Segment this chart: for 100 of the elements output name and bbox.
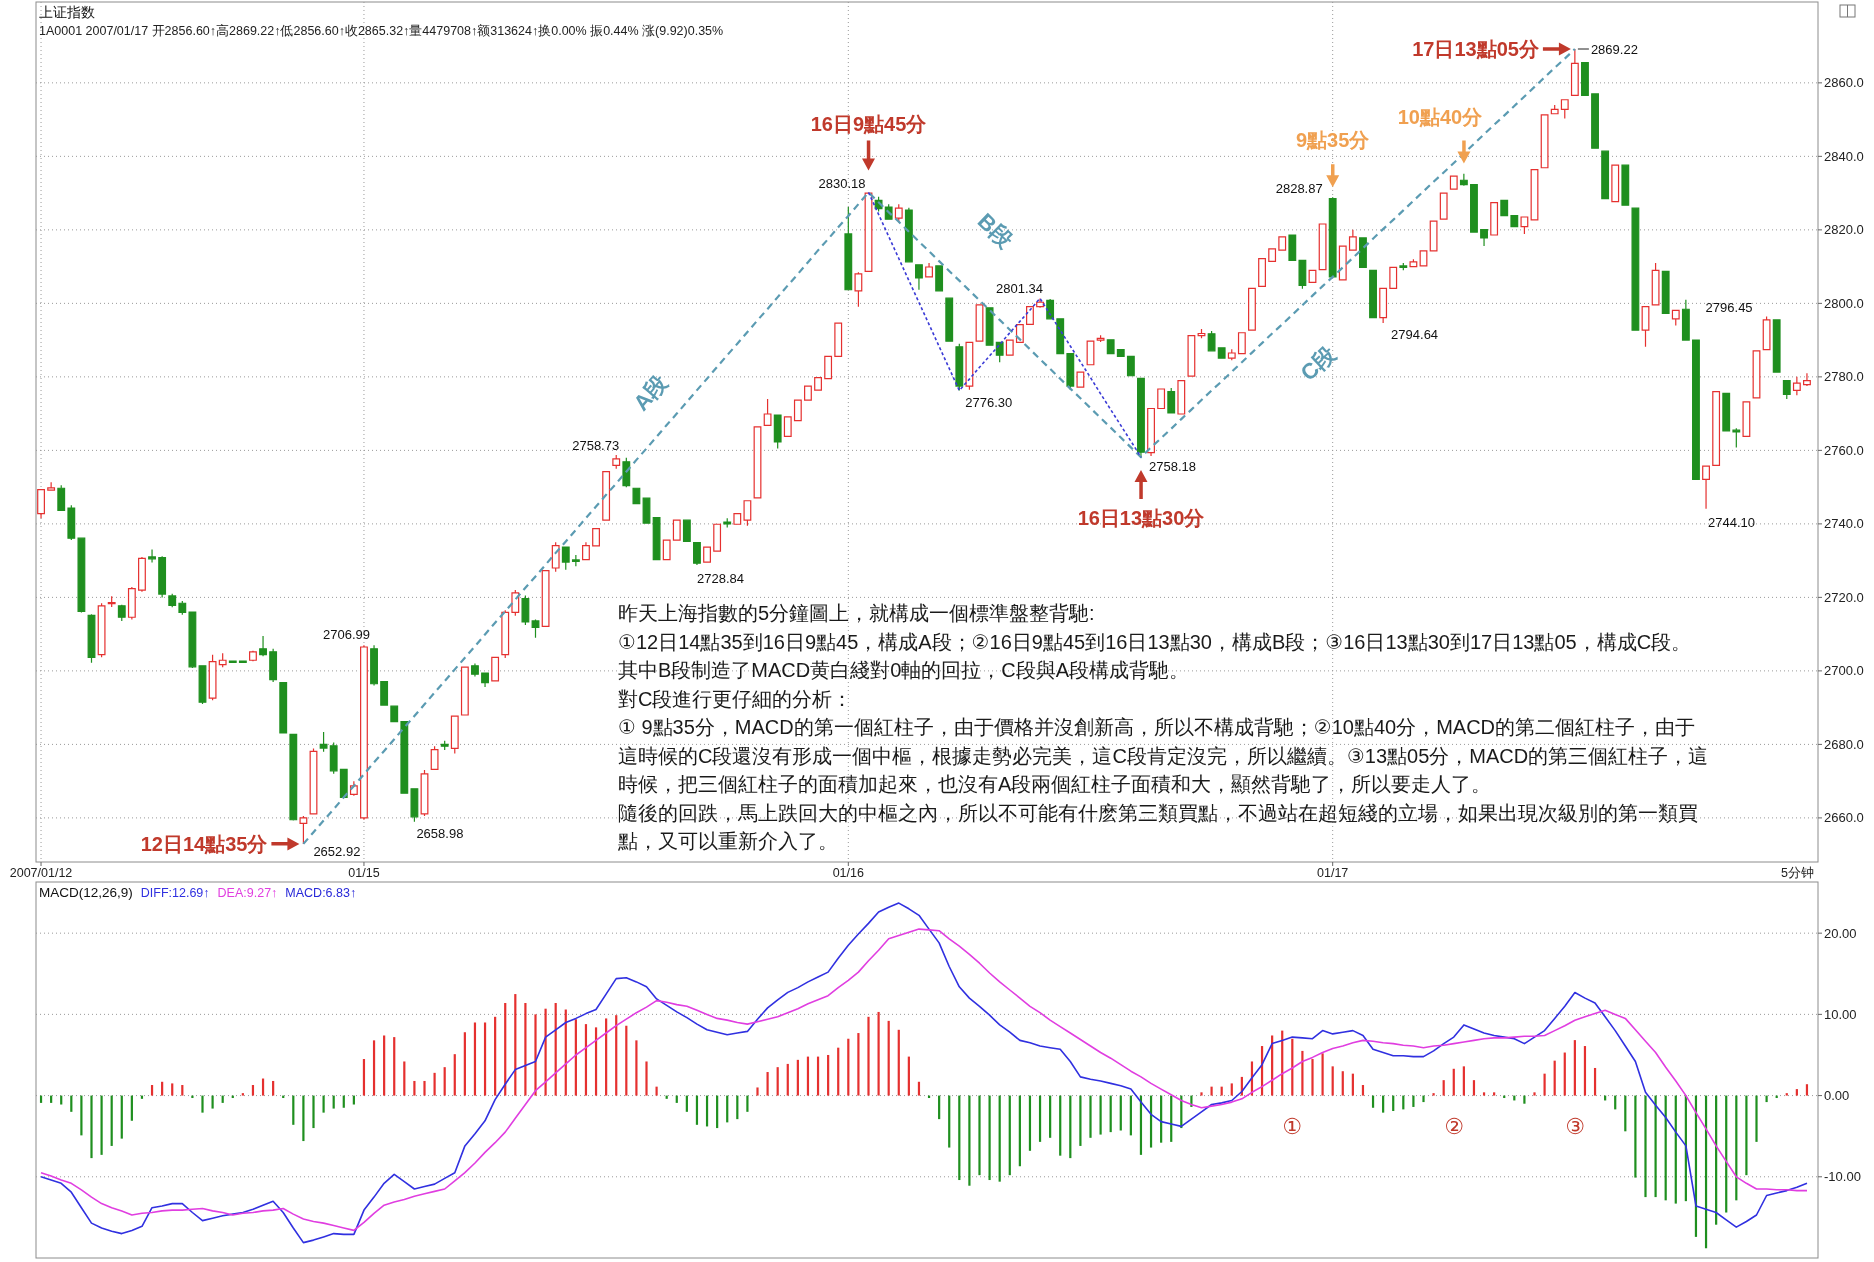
annotation: 16日9點45分	[810, 112, 928, 135]
bar	[171, 1083, 174, 1096]
candlestick	[1318, 223, 1327, 271]
bar	[423, 1080, 426, 1096]
bar	[1341, 1071, 1344, 1096]
candlestick	[198, 665, 207, 705]
bar	[1038, 1095, 1042, 1142]
candlestick	[612, 454, 621, 470]
candlestick	[592, 528, 600, 547]
annotation: 2869.22	[1590, 42, 1638, 57]
annotation: 這時候的C段還沒有形成一個中樞，根據走勢必完美，這C段肯定沒完，所以繼續。③13點05分，MACD的第三個紅柱子，這	[618, 744, 1709, 767]
candlestick	[1399, 262, 1408, 271]
x-tick-label: 01/17	[1317, 866, 1349, 880]
candlestick	[1248, 287, 1256, 331]
annotation: ②	[1444, 1114, 1464, 1139]
candlestick	[975, 304, 984, 342]
bar	[1008, 1095, 1011, 1176]
bar	[524, 1003, 527, 1096]
candlestick	[127, 586, 136, 621]
candlestick	[1379, 287, 1388, 324]
candlestick	[400, 721, 409, 794]
y-tick-label: 2740.0	[1824, 516, 1864, 532]
candlestick	[814, 377, 822, 391]
bar	[473, 1022, 477, 1096]
candlestick	[1096, 334, 1105, 343]
bar	[837, 1047, 840, 1096]
bar	[332, 1095, 335, 1109]
bar	[312, 1095, 315, 1129]
text: DIFF:12.69↑	[140, 886, 210, 900]
y-tick-label: 20.00	[1824, 925, 1857, 941]
candlestick	[450, 715, 459, 755]
y-tick-label: 2660.0	[1824, 810, 1864, 826]
candlestick	[67, 504, 76, 541]
annotation: 2776.30	[965, 394, 1013, 410]
candlestick	[844, 206, 853, 291]
candlestick	[531, 618, 540, 639]
bar	[90, 1095, 93, 1159]
y-tick-label: 2680.0	[1824, 736, 1864, 752]
candlestick	[1036, 297, 1044, 309]
y-tick-label: 2840.0	[1824, 148, 1864, 164]
bar	[463, 1032, 466, 1096]
annotation: 2706.99	[323, 627, 370, 643]
y-tick-label: 2800.0	[1824, 295, 1864, 311]
candlestick	[622, 457, 631, 488]
candlestick	[269, 648, 278, 683]
bar	[494, 1016, 497, 1096]
annotation: 對C段進行更仔細的分析：	[618, 687, 853, 710]
candlestick	[521, 594, 530, 626]
bar	[867, 1016, 870, 1096]
bar	[372, 1040, 376, 1096]
bar	[1109, 1095, 1112, 1133]
candlestick	[380, 680, 389, 706]
y-tick-label: 2820.0	[1824, 222, 1864, 238]
bar	[645, 1061, 648, 1096]
bar	[1493, 1092, 1496, 1096]
bar	[988, 1095, 991, 1181]
candlestick	[107, 595, 116, 608]
candlestick	[1631, 207, 1640, 331]
candlestick	[1126, 355, 1135, 377]
candlestick	[1328, 196, 1337, 278]
candlestick	[1490, 202, 1499, 236]
bar	[1644, 1095, 1647, 1198]
annotation: ③	[1565, 1114, 1585, 1139]
candlestick	[1692, 339, 1700, 481]
candlestick	[1621, 164, 1630, 206]
candlestick	[249, 650, 257, 662]
bar	[60, 1095, 63, 1105]
bar	[877, 1011, 880, 1096]
annotation: 2758.73	[572, 438, 620, 453]
candlestick	[1792, 376, 1801, 396]
candlestick	[1681, 299, 1690, 341]
candlestick	[1419, 250, 1428, 267]
candlestick	[289, 733, 298, 822]
bar	[827, 1054, 830, 1096]
x-tick-label: 2007/01/12	[9, 866, 73, 880]
bar	[978, 1095, 981, 1176]
bar	[383, 1035, 386, 1096]
bar	[1028, 1095, 1032, 1151]
candlestick	[1449, 175, 1458, 190]
candlestick	[481, 672, 489, 688]
candlestick	[1581, 62, 1589, 96]
candlestick	[1268, 248, 1277, 263]
candlestick	[1732, 427, 1741, 449]
candlestick	[360, 644, 368, 821]
candlestick	[168, 593, 177, 608]
bar	[1069, 1095, 1072, 1159]
candlestick	[259, 635, 267, 657]
candlestick	[602, 471, 611, 521]
candlestick	[672, 519, 681, 541]
bar	[1119, 1095, 1122, 1131]
candlestick	[430, 745, 439, 770]
bar	[1543, 1073, 1546, 1096]
text: 1A0001 2007/01/17 开2856.60↑高2869.22↑低2856.60↑收2865.32↑量4479708↑额313624↑换0.00% 振0.44% 涨(9.92)0.35%	[39, 23, 724, 38]
bar	[211, 1095, 214, 1109]
bar	[191, 1095, 194, 1099]
bar	[655, 1086, 658, 1096]
y-tick-label: 10.00	[1824, 1006, 1857, 1022]
bar	[150, 1085, 154, 1096]
candlestick	[1177, 379, 1186, 415]
bar	[544, 1008, 547, 1096]
